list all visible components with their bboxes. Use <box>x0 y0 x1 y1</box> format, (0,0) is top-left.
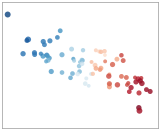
Point <box>95 49 97 51</box>
Point <box>149 90 151 92</box>
Point <box>141 82 143 84</box>
Point <box>108 73 111 75</box>
Point <box>69 77 72 79</box>
Point <box>100 51 102 53</box>
Point <box>116 84 119 86</box>
Point <box>103 50 106 52</box>
Point <box>48 57 51 59</box>
Point <box>92 73 94 75</box>
Point <box>138 92 140 94</box>
Point <box>127 82 130 84</box>
Point <box>137 78 140 80</box>
Point <box>111 63 114 66</box>
Point <box>33 54 36 56</box>
Point <box>134 77 136 79</box>
Point <box>82 49 84 51</box>
Point <box>108 84 111 86</box>
Point <box>50 70 52 73</box>
Point <box>45 54 48 56</box>
Point <box>61 72 63 74</box>
Point <box>81 59 84 61</box>
Point <box>87 85 90 87</box>
Point <box>90 73 92 75</box>
Point <box>120 75 123 77</box>
Point <box>78 71 81 73</box>
Point <box>108 83 111 85</box>
Point <box>27 38 29 41</box>
Point <box>56 36 59 38</box>
Point <box>140 77 143 79</box>
Point <box>84 83 87 85</box>
Point <box>49 40 51 42</box>
Point <box>138 107 140 109</box>
Point <box>99 69 101 71</box>
Point <box>76 73 79 75</box>
Point <box>120 54 123 56</box>
Point <box>43 44 46 46</box>
Point <box>6 14 9 16</box>
Point <box>139 80 142 82</box>
Point <box>42 41 44 43</box>
Point <box>46 55 49 57</box>
Point <box>125 76 128 79</box>
Point <box>73 60 75 62</box>
Point <box>71 73 74 75</box>
Point <box>128 91 131 93</box>
Point <box>81 63 83 65</box>
Point <box>59 30 61 32</box>
Point <box>135 81 137 83</box>
Point <box>108 75 110 77</box>
Point <box>145 89 148 91</box>
Point <box>45 60 47 62</box>
Point <box>122 60 124 62</box>
Point <box>94 64 96 66</box>
Point <box>70 48 73 50</box>
Point <box>26 39 28 41</box>
Point <box>116 58 118 60</box>
Point <box>126 84 128 86</box>
Point <box>78 65 80 67</box>
Point <box>90 61 93 63</box>
Point <box>80 59 83 61</box>
Point <box>40 53 42 55</box>
Point <box>61 54 63 56</box>
Point <box>42 55 44 57</box>
Point <box>100 67 102 69</box>
Point <box>108 86 111 88</box>
Point <box>79 61 81 63</box>
Point <box>104 54 106 56</box>
Point <box>138 110 141 112</box>
Point <box>85 77 88 79</box>
Point <box>72 58 75 60</box>
Point <box>47 59 49 61</box>
Point <box>98 50 101 53</box>
Point <box>130 87 132 89</box>
Point <box>104 60 106 62</box>
Point <box>22 53 24 55</box>
Point <box>33 52 36 54</box>
Point <box>95 67 97 69</box>
